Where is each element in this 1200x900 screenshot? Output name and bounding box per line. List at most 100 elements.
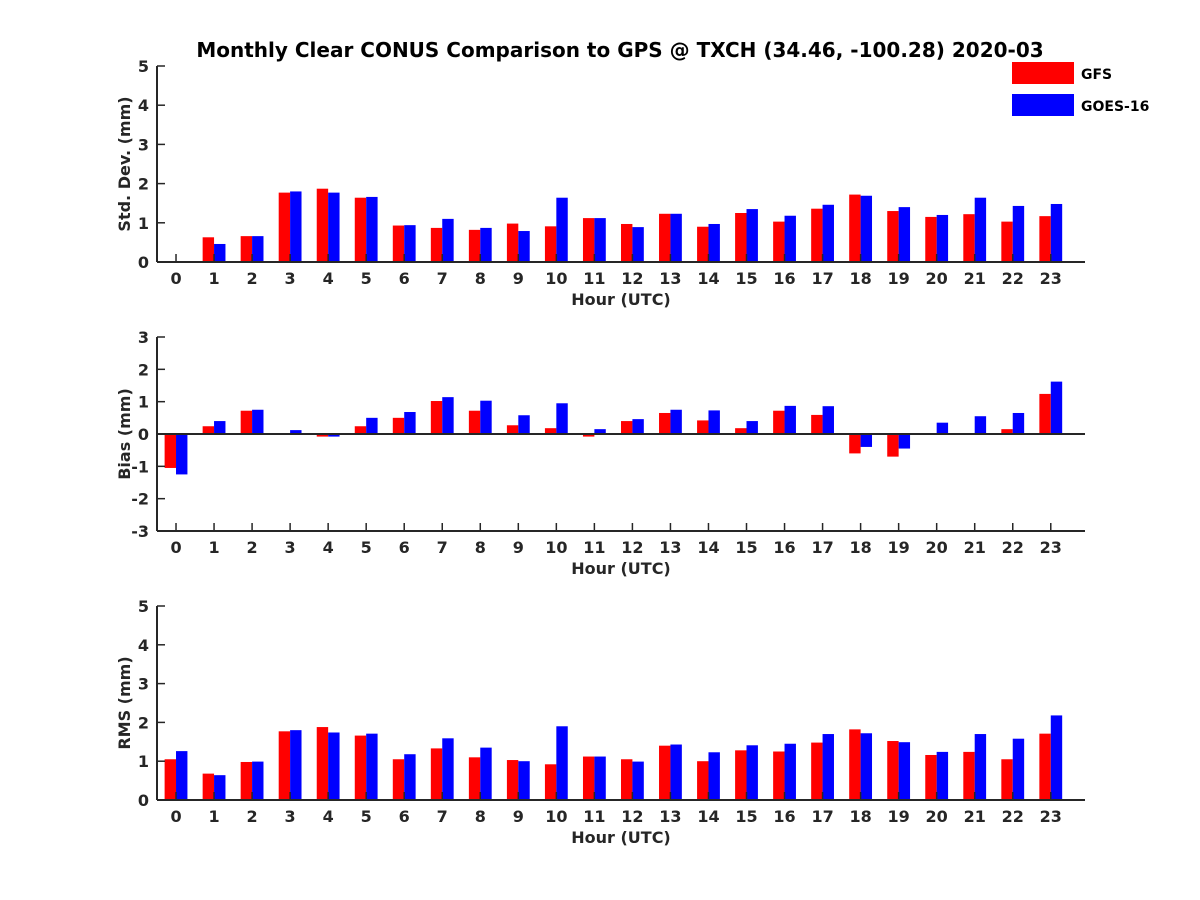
y-tick-label: 3 bbox=[138, 135, 149, 154]
x-tick-label: 16 bbox=[773, 538, 795, 557]
y-axis-label: Bias (mm) bbox=[115, 388, 134, 480]
bar-goes16-hour-17 bbox=[822, 406, 834, 434]
bar-goes16-hour-17 bbox=[822, 204, 834, 262]
x-tick-label: 0 bbox=[170, 269, 181, 288]
bar-gfs-hour-4 bbox=[316, 434, 329, 437]
bar-goes16-hour-1 bbox=[214, 421, 226, 434]
x-tick-label: 3 bbox=[285, 269, 296, 288]
bar-gfs-hour-7 bbox=[430, 401, 443, 434]
y-tick-label: 1 bbox=[138, 393, 149, 412]
bar-goes16-hour-13 bbox=[670, 213, 682, 262]
x-tick-label: 6 bbox=[399, 269, 410, 288]
x-tick-label: 10 bbox=[545, 269, 567, 288]
x-tick-label: 13 bbox=[659, 807, 681, 826]
bar-goes16-hour-20 bbox=[936, 751, 949, 800]
x-tick-label: 8 bbox=[475, 807, 486, 826]
bar-goes16-hour-13 bbox=[670, 744, 682, 800]
bar-goes16-hour-0 bbox=[176, 434, 188, 475]
bar-gfs-hour-13 bbox=[659, 745, 671, 800]
bar-gfs-hour-7 bbox=[430, 748, 443, 800]
bar-gfs-hour-16 bbox=[773, 751, 785, 800]
bar-goes16-hour-9 bbox=[518, 231, 530, 262]
bar-goes16-hour-14 bbox=[708, 223, 720, 262]
x-tick-label: 14 bbox=[697, 538, 719, 557]
bar-gfs-hour-0 bbox=[164, 759, 177, 800]
y-tick-label: 3 bbox=[138, 328, 149, 347]
bar-gfs-hour-8 bbox=[468, 229, 481, 262]
bar-gfs-hour-19 bbox=[887, 741, 899, 800]
y-tick-label: 4 bbox=[138, 636, 149, 655]
bar-goes16-hour-12 bbox=[632, 419, 644, 434]
bar-gfs-hour-12 bbox=[621, 421, 633, 434]
bar-goes16-hour-3 bbox=[290, 430, 302, 434]
y-axis-label: RMS (mm) bbox=[115, 656, 134, 749]
bar-gfs-hour-3 bbox=[278, 731, 291, 800]
x-tick-label: 20 bbox=[926, 269, 948, 288]
bar-gfs-hour-14 bbox=[697, 761, 709, 800]
bar-goes16-hour-17 bbox=[822, 734, 834, 800]
bar-goes16-hour-18 bbox=[860, 434, 873, 447]
x-tick-label: 8 bbox=[475, 269, 486, 288]
x-tick-label: 23 bbox=[1040, 538, 1062, 557]
x-tick-label: 1 bbox=[208, 807, 219, 826]
bar-goes16-hour-16 bbox=[784, 405, 796, 434]
y-tick-label: 2 bbox=[138, 360, 149, 379]
bar-goes16-hour-4 bbox=[328, 732, 340, 800]
bar-goes16-hour-14 bbox=[708, 410, 720, 434]
bar-goes16-hour-22 bbox=[1012, 412, 1025, 434]
bar-goes16-hour-15 bbox=[746, 421, 758, 434]
x-tick-label: 16 bbox=[773, 807, 795, 826]
x-tick-label: 9 bbox=[513, 269, 524, 288]
x-tick-label: 7 bbox=[437, 269, 448, 288]
x-tick-label: 10 bbox=[545, 538, 567, 557]
bar-goes16-hour-8 bbox=[480, 227, 492, 262]
bar-goes16-hour-23 bbox=[1050, 203, 1063, 262]
bar-goes16-hour-7 bbox=[442, 397, 454, 434]
bar-gfs-hour-7 bbox=[430, 227, 443, 262]
bar-gfs-hour-4 bbox=[316, 727, 329, 800]
x-tick-label: 7 bbox=[437, 807, 448, 826]
x-tick-label: 20 bbox=[926, 807, 948, 826]
bar-gfs-hour-16 bbox=[773, 410, 785, 434]
bar-gfs-hour-14 bbox=[697, 420, 709, 434]
bar-goes16-hour-6 bbox=[404, 412, 416, 434]
x-tick-label: 18 bbox=[849, 538, 871, 557]
bar-goes16-hour-22 bbox=[1012, 205, 1025, 262]
legend-label-goes16: GOES-16 bbox=[1081, 99, 1149, 115]
x-tick-label: 11 bbox=[583, 807, 605, 826]
x-tick-label: 14 bbox=[697, 807, 719, 826]
bar-gfs-hour-14 bbox=[697, 226, 709, 262]
bar-goes16-hour-19 bbox=[898, 742, 911, 800]
bar-goes16-hour-19 bbox=[898, 434, 911, 449]
x-tick-label: 0 bbox=[170, 807, 181, 826]
bar-gfs-hour-11 bbox=[582, 434, 595, 437]
bar-gfs-hour-10 bbox=[544, 226, 557, 262]
bar-goes16-hour-7 bbox=[442, 218, 454, 262]
bar-goes16-hour-21 bbox=[974, 416, 987, 434]
bar-gfs-hour-4 bbox=[316, 188, 329, 262]
x-tick-label: 2 bbox=[247, 538, 258, 557]
bar-gfs-hour-6 bbox=[392, 225, 405, 262]
bar-gfs-hour-11 bbox=[582, 218, 595, 262]
y-tick-label: 0 bbox=[138, 791, 149, 810]
bar-goes16-hour-19 bbox=[898, 207, 911, 262]
bar-goes16-hour-7 bbox=[442, 738, 454, 800]
bar-gfs-hour-9 bbox=[506, 223, 519, 262]
bar-gfs-hour-18 bbox=[849, 729, 861, 800]
bar-goes16-hour-16 bbox=[784, 215, 796, 262]
x-tick-label: 15 bbox=[735, 807, 757, 826]
x-tick-label: 15 bbox=[735, 269, 757, 288]
bar-goes16-hour-22 bbox=[1012, 738, 1025, 800]
y-tick-label: 3 bbox=[138, 675, 149, 694]
x-tick-label: 4 bbox=[323, 269, 334, 288]
bar-goes16-hour-13 bbox=[670, 409, 682, 434]
x-tick-label: 10 bbox=[545, 807, 567, 826]
x-tick-label: 9 bbox=[513, 538, 524, 557]
bar-goes16-hour-18 bbox=[860, 733, 873, 800]
bar-goes16-hour-9 bbox=[518, 415, 530, 434]
y-tick-label: 2 bbox=[138, 713, 149, 732]
bar-gfs-hour-9 bbox=[506, 425, 519, 434]
bar-gfs-hour-8 bbox=[468, 757, 481, 800]
legend-swatch-gfs bbox=[1012, 62, 1074, 84]
